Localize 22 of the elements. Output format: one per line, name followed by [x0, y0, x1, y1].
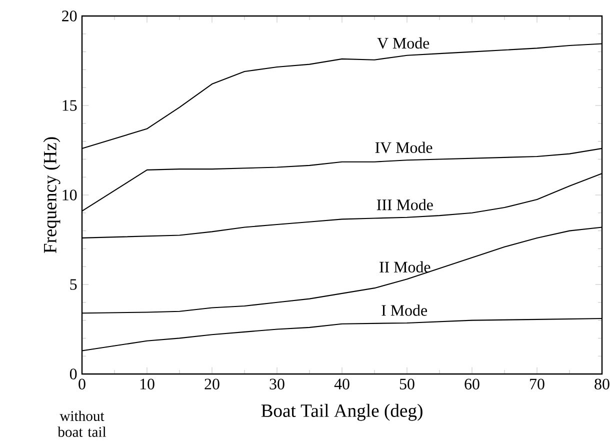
series-label: IV Mode — [375, 142, 432, 154]
y-tick-label: 20 — [62, 10, 77, 22]
y-tick-label: 5 — [70, 279, 77, 290]
x-tick-label: 20 — [204, 378, 220, 390]
x-tick-label: 0 — [78, 378, 86, 390]
x-tick-label: 50 — [400, 378, 414, 390]
series-label: II Mode — [380, 261, 430, 273]
series-label: V Mode — [377, 37, 430, 49]
x-tick-label: 60 — [464, 378, 480, 390]
y-tick-label: 10 — [62, 190, 77, 200]
x-tick-label: 70 — [530, 378, 544, 390]
series-label: I Mode — [382, 304, 428, 316]
text: without boat tail — [58, 410, 106, 437]
y-tick-label: 15 — [62, 100, 77, 111]
x-tick-label: 80 — [594, 378, 610, 390]
y-axis-title: Frequency (Hz) — [43, 137, 60, 254]
series-label: III Mode — [376, 199, 433, 210]
x-tick-label: 40 — [334, 378, 350, 390]
x-tick-label: 30 — [270, 378, 284, 390]
x-axis-title: Boat Tail Angle (deg) — [261, 404, 422, 421]
x-tick-label: 10 — [140, 378, 154, 390]
y-tick-label: 0 — [70, 368, 77, 380]
